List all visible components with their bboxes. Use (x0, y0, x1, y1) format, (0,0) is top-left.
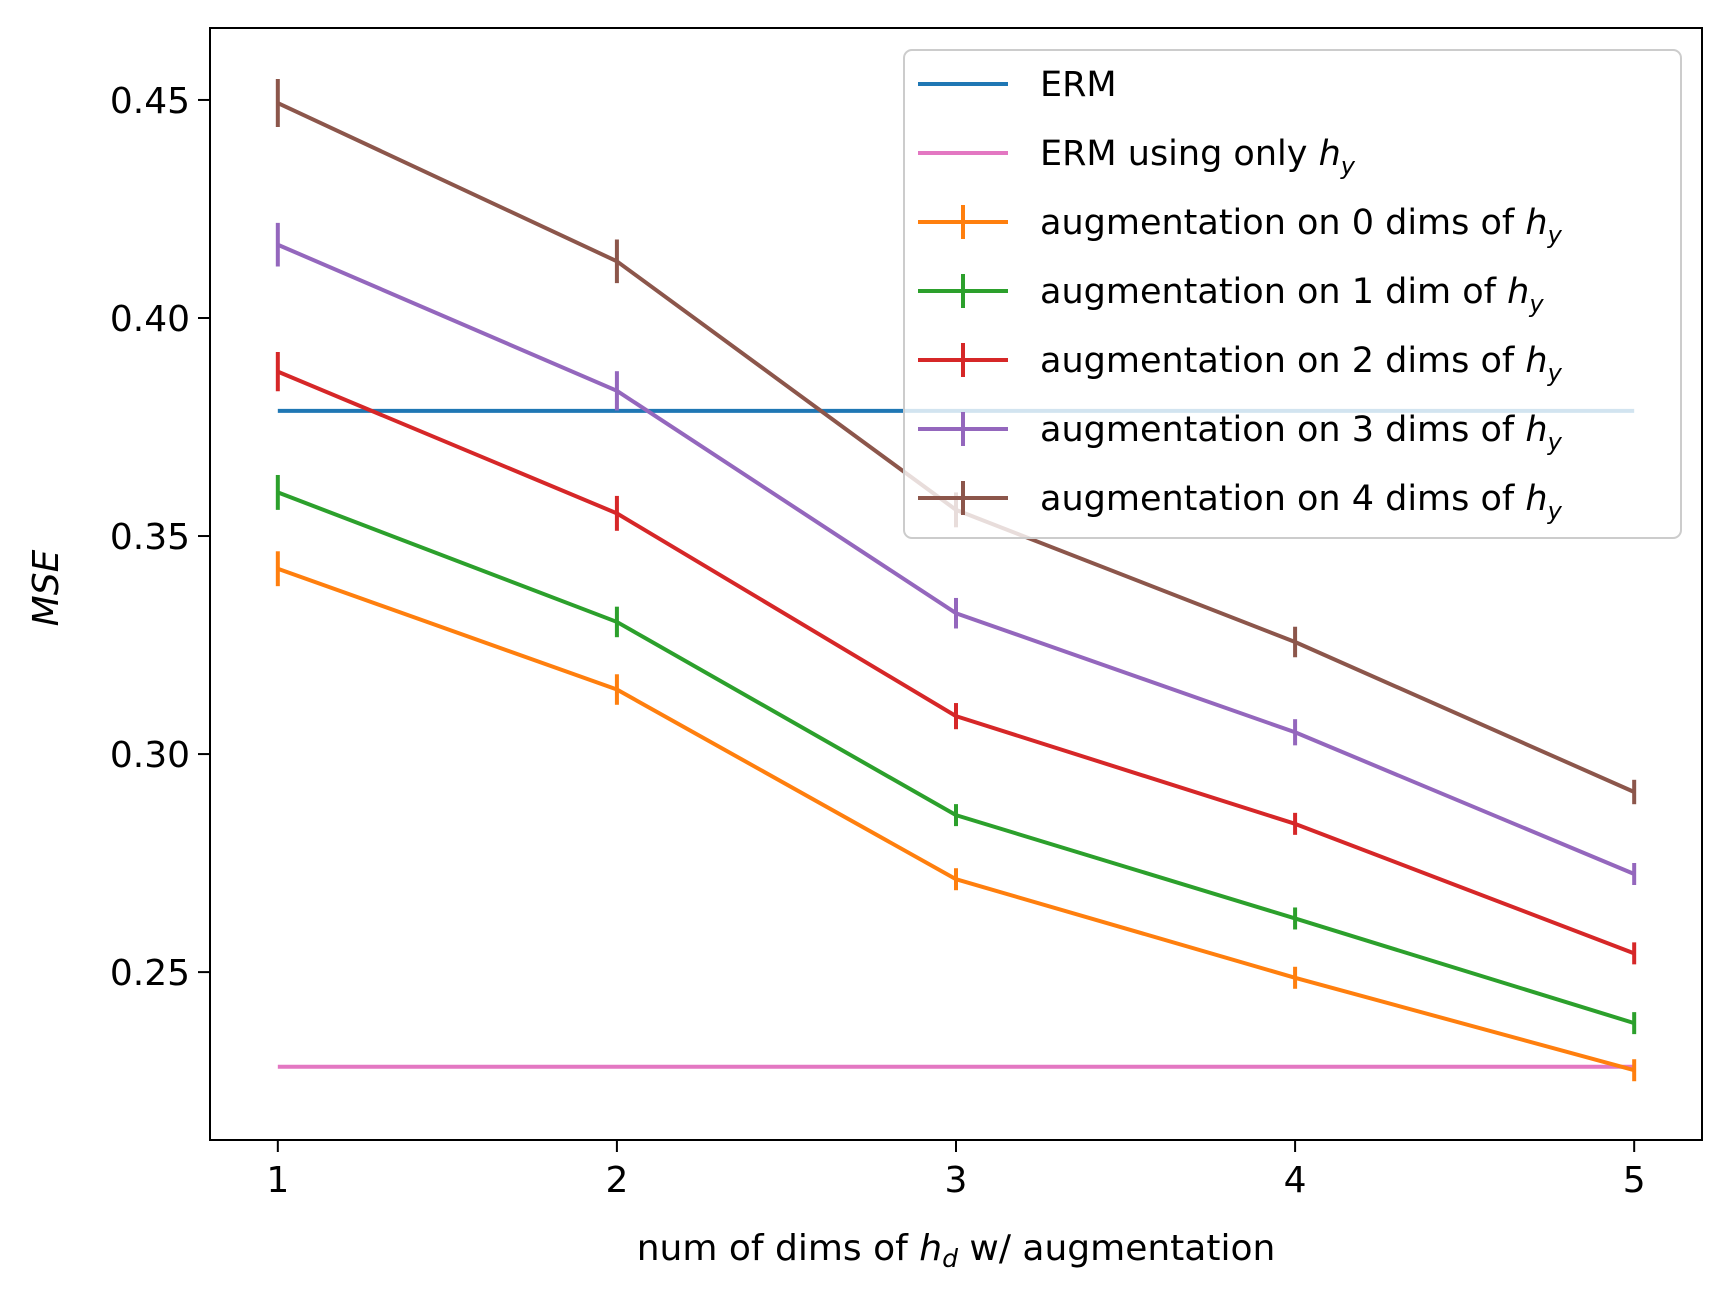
data-point (1294, 822, 1297, 825)
x-axis-label-prefix: num of dims of (637, 1228, 920, 1269)
legend-label-text: augmentation on 3 dims of (1040, 410, 1525, 450)
legend-label-sub: y (1547, 359, 1563, 387)
x-tick-label: 2 (605, 1160, 628, 1201)
data-point (276, 567, 279, 570)
data-point (1294, 731, 1297, 734)
legend-label-var: h (1525, 203, 1547, 243)
x-axis-ticks: 1 2 3 4 5 (266, 1140, 1645, 1201)
legend-label: augmentation on 3 dims of hy (1040, 410, 1563, 456)
data-point (615, 260, 618, 263)
legend-label: augmentation on 4 dims of hy (1040, 479, 1563, 525)
data-point (276, 370, 279, 373)
legend-label: augmentation on 1 dim of hy (1040, 272, 1544, 318)
x-axis-label-suffix: w/ augmentation (958, 1228, 1275, 1269)
legend-label-var: h (1319, 134, 1341, 174)
y-tick-label: 0.45 (110, 81, 190, 122)
legend-label-sub: y (1340, 152, 1356, 180)
legend-label-text: augmentation on 2 dims of (1040, 341, 1525, 381)
legend-label-sub: y (1528, 290, 1544, 318)
legend-label-sub: y (1547, 497, 1563, 525)
legend-label: augmentation on 0 dims of hy (1040, 203, 1563, 249)
data-point (1633, 1069, 1636, 1072)
legend-label-var: h (1525, 341, 1547, 381)
legend-label: ERM (1040, 65, 1117, 105)
y-tick-label: 0.25 (110, 953, 190, 994)
data-point (276, 491, 279, 494)
legend-label-text: augmentation on 4 dims of (1040, 479, 1525, 519)
y-tick-label: 0.30 (110, 735, 190, 776)
data-point (1633, 872, 1636, 875)
data-point (1633, 1022, 1636, 1025)
y-tick-label: 0.35 (110, 517, 190, 558)
data-point (1294, 976, 1297, 979)
data-point (955, 715, 958, 718)
legend-label-text: ERM (1040, 65, 1117, 105)
x-axis-label-var: h (919, 1228, 942, 1269)
data-point (955, 878, 958, 881)
x-tick-label: 3 (945, 1160, 968, 1201)
legend-label-var: h (1525, 479, 1547, 519)
x-tick-label: 5 (1623, 1160, 1646, 1201)
legend-label-var: h (1525, 410, 1547, 450)
data-point (615, 688, 618, 691)
x-axis-label: num of dims of hd w/ augmentation (637, 1228, 1276, 1273)
data-point (1294, 640, 1297, 643)
data-point (276, 243, 279, 246)
data-point (276, 102, 279, 105)
y-axis-ticks: 0.25 0.30 0.35 0.40 0.45 (110, 81, 210, 994)
legend-label-sub: y (1547, 221, 1563, 249)
data-point (955, 814, 958, 817)
legend-label: ERM using only hy (1040, 134, 1356, 180)
data-point (1294, 917, 1297, 920)
data-point (1633, 952, 1636, 955)
data-point (955, 612, 958, 615)
legend-label-var: h (1507, 272, 1529, 312)
legend-label-text: augmentation on 1 dim of (1040, 272, 1507, 312)
legend-label: augmentation on 2 dims of hy (1040, 341, 1563, 387)
data-point (1633, 791, 1636, 794)
x-tick-label: 4 (1284, 1160, 1307, 1201)
data-point (615, 620, 618, 623)
legend-label-text: augmentation on 0 dims of (1040, 203, 1525, 243)
data-point (615, 389, 618, 392)
x-axis-label-sub: d (942, 1244, 958, 1273)
y-tick-label: 0.40 (110, 299, 190, 340)
x-tick-label: 1 (266, 1160, 289, 1201)
y-axis-label: MSE (26, 549, 67, 626)
data-point (615, 512, 618, 515)
legend-label-text: ERM using only (1040, 134, 1319, 174)
legend-label-sub: y (1547, 428, 1563, 456)
